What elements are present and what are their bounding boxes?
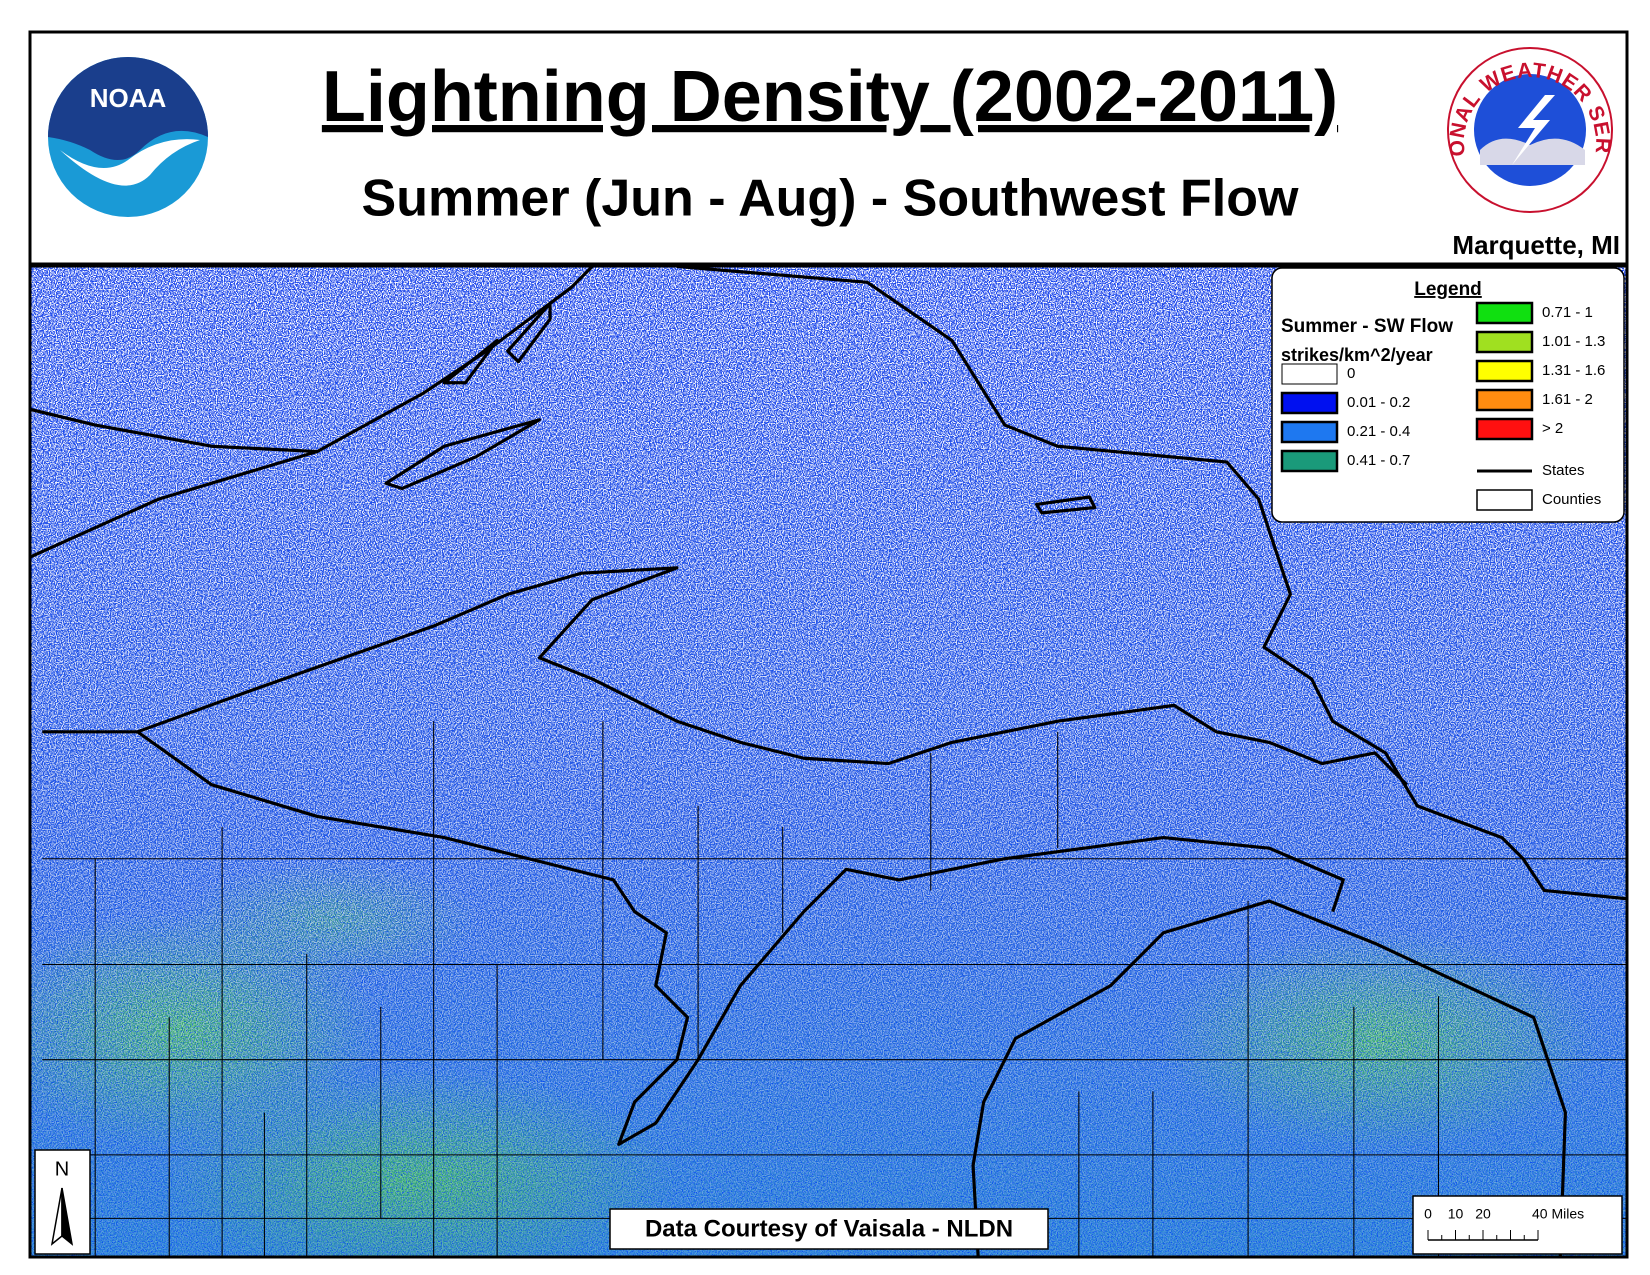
legend-label: 0.41 - 0.7	[1347, 452, 1410, 469]
legend-label: 1.01 - 1.3	[1542, 333, 1605, 350]
title: Lightning Density (2002-2011)	[322, 57, 1338, 137]
legend-label: Counties	[1542, 491, 1601, 508]
legend-swatch	[1281, 363, 1338, 385]
legend-swatch	[1475, 359, 1534, 383]
subtitle: Summer (Jun - Aug) - Southwest Flow	[362, 170, 1299, 228]
legend-swatch	[1280, 449, 1339, 473]
legend-label: 0.21 - 0.4	[1347, 423, 1410, 440]
legend-label: 0.71 - 1	[1542, 304, 1593, 321]
map-frame	[28, 264, 1629, 1259]
legend-swatch	[1280, 391, 1339, 415]
scale-label: 20	[1475, 1206, 1491, 1222]
scale-label: 10	[1448, 1206, 1464, 1222]
legend-items: 0 0.01 - 0.2 0.21 - 0.4 0.41 - 0.7 0.71 - 1 1…	[1280, 301, 1605, 511]
legend-box	[1271, 267, 1625, 523]
credit: Data Courtesy of Vaisala - NLDN	[645, 1215, 1013, 1242]
scale-label: 0	[1424, 1206, 1432, 1222]
legend-label: 0	[1347, 365, 1355, 382]
noaa-logo: NOAA	[48, 57, 208, 217]
credit-box	[609, 1208, 1049, 1250]
scale-bar: 0 10 20 40 Miles	[1424, 1206, 1584, 1241]
north-arrow-right	[61, 1187, 74, 1246]
legend-label: 1.31 - 1.6	[1542, 362, 1605, 379]
scale-label: 40 Miles	[1532, 1206, 1584, 1222]
legend-label: 1.61 - 2	[1542, 391, 1593, 408]
legend-units: strikes/km^2/year	[1281, 345, 1433, 365]
legend-swatch	[1280, 420, 1339, 444]
legend-label: States	[1542, 462, 1585, 479]
header-box	[28, 30, 1629, 266]
north-arrow-label: N	[55, 1158, 69, 1180]
legend-subtitle: Summer - SW Flow	[1281, 316, 1453, 337]
noaa-text: NOAA	[90, 83, 167, 113]
legend-swatch	[1475, 330, 1534, 354]
legend-swatch	[1475, 417, 1534, 441]
office: Marquette, MI	[1452, 230, 1620, 260]
legend-swatch	[1475, 388, 1534, 412]
legend-label: > 2	[1542, 420, 1563, 437]
legend-county-swatch	[1476, 489, 1533, 511]
legend-label: 0.01 - 0.2	[1347, 394, 1410, 411]
legend-title: Legend	[1414, 279, 1482, 300]
legend-swatch	[1475, 301, 1534, 325]
scale-box	[1412, 1195, 1623, 1255]
